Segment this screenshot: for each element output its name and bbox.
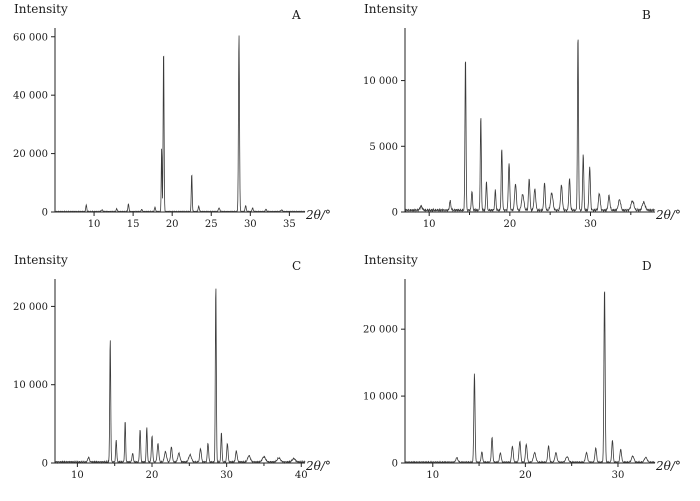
svg-text:30: 30: [220, 470, 233, 481]
svg-text:0: 0: [42, 208, 48, 219]
svg-text:20: 20: [503, 219, 516, 230]
xrd-pattern-plot-c: 0 10 000 20 000 10 20 30 40: [13, 279, 308, 481]
svg-text:40: 40: [295, 470, 308, 481]
xrd-pattern-plot-a: 0 20 000 40 000 60 000 10 15 20 25 30 35: [13, 28, 306, 230]
x-axis-title: 2θ/°: [306, 459, 331, 473]
svg-text:10: 10: [426, 470, 439, 481]
panel-label-b: B: [642, 8, 651, 22]
svg-text:20: 20: [146, 470, 159, 481]
panel-c: 0 10 000 20 000 10 20 30 40 Intensity C 2θ/°: [0, 251, 350, 501]
panel-label-a: A: [292, 8, 301, 22]
x-axis-title: 2θ/°: [656, 459, 681, 473]
svg-text:10 000: 10 000: [363, 76, 398, 87]
panel-b: 0 5 000 10 000 10 20 30 Intensity B 2θ/°: [350, 0, 700, 250]
panel-d: 0 10 000 20 000 10 20 30 Intensity D 2θ/°: [350, 251, 700, 501]
svg-text:15: 15: [127, 219, 140, 230]
y-axis-title: Intensity: [14, 2, 68, 16]
xrd-pattern-plot-d: 0 10 000 20 000 10 20 30: [363, 279, 656, 481]
panel-a: 0 20 000 40 000 60 000 10 15 20 25 30 35 Intensit…: [0, 0, 350, 250]
svg-text:30: 30: [244, 219, 257, 230]
svg-text:35: 35: [283, 219, 296, 230]
svg-text:0: 0: [392, 459, 398, 470]
svg-text:25: 25: [205, 219, 218, 230]
svg-text:30: 30: [612, 470, 625, 481]
svg-text:20 000: 20 000: [363, 325, 398, 336]
svg-text:60 000: 60 000: [13, 32, 48, 43]
svg-text:20 000: 20 000: [13, 149, 48, 160]
svg-text:10: 10: [71, 470, 84, 481]
svg-text:20 000: 20 000: [13, 302, 48, 313]
svg-text:20: 20: [519, 470, 532, 481]
svg-text:5 000: 5 000: [369, 142, 398, 153]
panel-label-c: C: [292, 259, 302, 273]
svg-text:10: 10: [423, 219, 436, 230]
svg-text:0: 0: [42, 459, 48, 470]
svg-text:10 000: 10 000: [13, 380, 48, 391]
svg-text:30: 30: [584, 219, 597, 230]
x-axis-title: 2θ/°: [656, 208, 681, 222]
svg-text:40 000: 40 000: [13, 91, 48, 102]
svg-text:10 000: 10 000: [363, 392, 398, 403]
panel-label-d: D: [642, 259, 652, 273]
y-axis-title: Intensity: [364, 2, 418, 16]
svg-text:20: 20: [166, 219, 179, 230]
x-axis-title: 2θ/°: [306, 208, 331, 222]
svg-text:10: 10: [88, 219, 101, 230]
y-axis-title: Intensity: [14, 253, 68, 267]
y-axis-title: Intensity: [364, 253, 418, 267]
xrd-pattern-plot-b: 0 5 000 10 000 10 20 30: [363, 28, 656, 230]
svg-text:0: 0: [392, 208, 398, 219]
